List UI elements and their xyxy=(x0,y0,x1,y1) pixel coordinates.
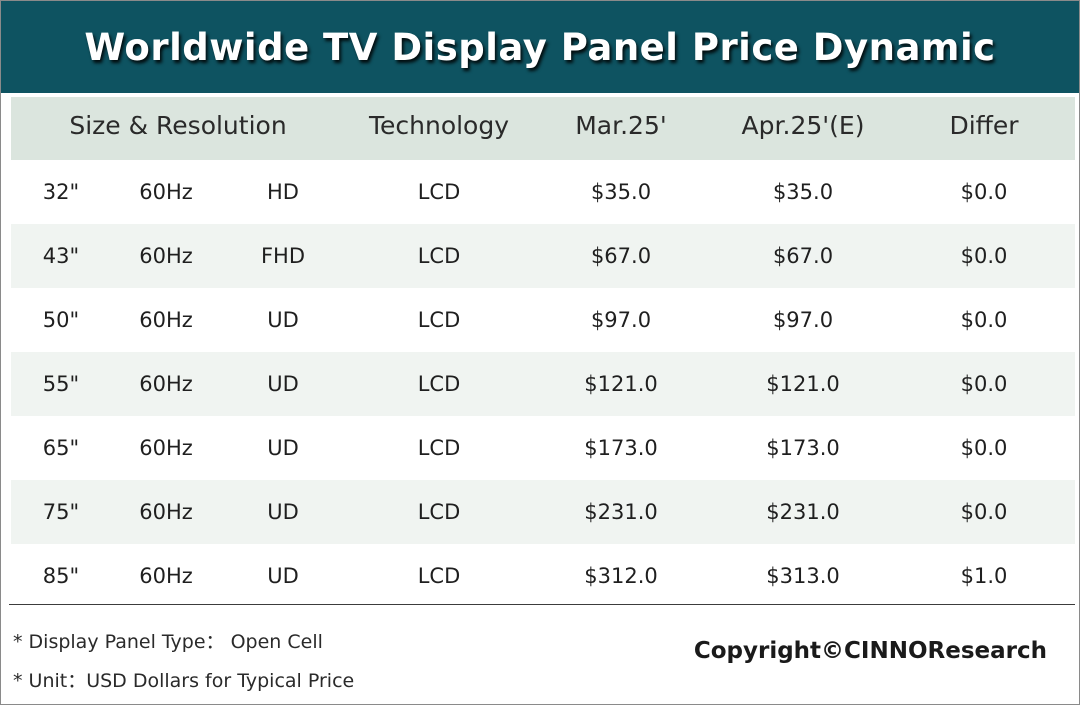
note-unit: * Unit：USD Dollars for Typical Price xyxy=(13,670,355,692)
header-size-resolution: Size & Resolution xyxy=(69,111,287,140)
cell-apr-price: $231.0 xyxy=(766,500,840,524)
cell-mar-price: $231.0 xyxy=(584,500,658,524)
cell-size: 75" xyxy=(42,500,80,524)
table-row: 32" 60Hz HD LCD $35.0 $35.0 $0.0 xyxy=(11,160,1075,224)
header-mar: Mar.25' xyxy=(575,111,667,140)
cell-technology: LCD xyxy=(417,436,461,460)
table-row: 65" 60Hz UD LCD $173.0 $173.0 $0.0 xyxy=(11,416,1075,480)
cell-refresh-rate: 60Hz xyxy=(139,436,193,460)
table-row: 43" 60Hz FHD LCD $67.0 $67.0 $0.0 xyxy=(11,224,1075,288)
cell-resolution: UD xyxy=(267,436,299,460)
table-header-row: Size & Resolution Technology Mar.25' Apr… xyxy=(11,97,1075,160)
cell-refresh-rate: 60Hz xyxy=(139,180,193,204)
cell-differ: $0.0 xyxy=(960,436,1008,460)
copyright-text: Copyright©CINNOResearch xyxy=(693,638,1047,664)
cell-resolution: UD xyxy=(267,564,299,588)
cell-size: 55" xyxy=(42,372,80,396)
cell-resolution: FHD xyxy=(260,244,306,268)
cell-size: 50" xyxy=(42,308,80,332)
cell-resolution: UD xyxy=(267,308,299,332)
table-bottom-divider xyxy=(9,604,1075,605)
cell-refresh-rate: 60Hz xyxy=(139,244,193,268)
cell-technology: LCD xyxy=(417,180,461,204)
cell-technology: LCD xyxy=(417,500,461,524)
cell-refresh-rate: 60Hz xyxy=(139,308,193,332)
cell-mar-price: $173.0 xyxy=(584,436,658,460)
cell-apr-price: $97.0 xyxy=(772,308,834,332)
title-bar: Worldwide TV Display Panel Price Dynamic xyxy=(1,1,1079,93)
header-apr: Apr.25'(E) xyxy=(741,111,865,140)
page-title: Worldwide TV Display Panel Price Dynamic xyxy=(84,25,996,69)
cell-mar-price: $67.0 xyxy=(590,244,652,268)
header-differ: Differ xyxy=(949,111,1019,140)
cell-differ: $1.0 xyxy=(960,564,1008,588)
cell-refresh-rate: 60Hz xyxy=(139,564,193,588)
cell-differ: $0.0 xyxy=(960,372,1008,396)
cell-technology: LCD xyxy=(417,308,461,332)
cell-technology: LCD xyxy=(417,564,461,588)
table-row: 55" 60Hz UD LCD $121.0 $121.0 $0.0 xyxy=(11,352,1075,416)
cell-refresh-rate: 60Hz xyxy=(139,372,193,396)
cell-mar-price: $35.0 xyxy=(590,180,652,204)
cell-mar-price: $312.0 xyxy=(584,564,658,588)
cell-mar-price: $121.0 xyxy=(584,372,658,396)
cell-mar-price: $97.0 xyxy=(590,308,652,332)
cell-resolution: UD xyxy=(267,372,299,396)
header-technology: Technology xyxy=(368,111,510,140)
price-table: Size & Resolution Technology Mar.25' Apr… xyxy=(11,97,1075,608)
cell-apr-price: $35.0 xyxy=(772,180,834,204)
cell-size: 32" xyxy=(42,180,80,204)
cell-technology: LCD xyxy=(417,244,461,268)
cell-resolution: UD xyxy=(267,500,299,524)
cell-technology: LCD xyxy=(417,372,461,396)
cell-apr-price: $121.0 xyxy=(766,372,840,396)
cell-apr-price: $313.0 xyxy=(766,564,840,588)
table-row: 85" 60Hz UD LCD $312.0 $313.0 $1.0 xyxy=(11,544,1075,608)
cell-differ: $0.0 xyxy=(960,500,1008,524)
note-panel-type: * Display Panel Type： Open Cell xyxy=(13,631,323,653)
cell-apr-price: $173.0 xyxy=(766,436,840,460)
cell-size: 85" xyxy=(42,564,80,588)
cell-differ: $0.0 xyxy=(960,244,1008,268)
cell-differ: $0.0 xyxy=(960,308,1008,332)
cell-size: 43" xyxy=(42,244,80,268)
cell-size: 65" xyxy=(42,436,80,460)
table-row: 50" 60Hz UD LCD $97.0 $97.0 $0.0 xyxy=(11,288,1075,352)
table-row: 75" 60Hz UD LCD $231.0 $231.0 $0.0 xyxy=(11,480,1075,544)
cell-differ: $0.0 xyxy=(960,180,1008,204)
cell-resolution: HD xyxy=(267,180,299,204)
cell-refresh-rate: 60Hz xyxy=(139,500,193,524)
cell-apr-price: $67.0 xyxy=(772,244,834,268)
